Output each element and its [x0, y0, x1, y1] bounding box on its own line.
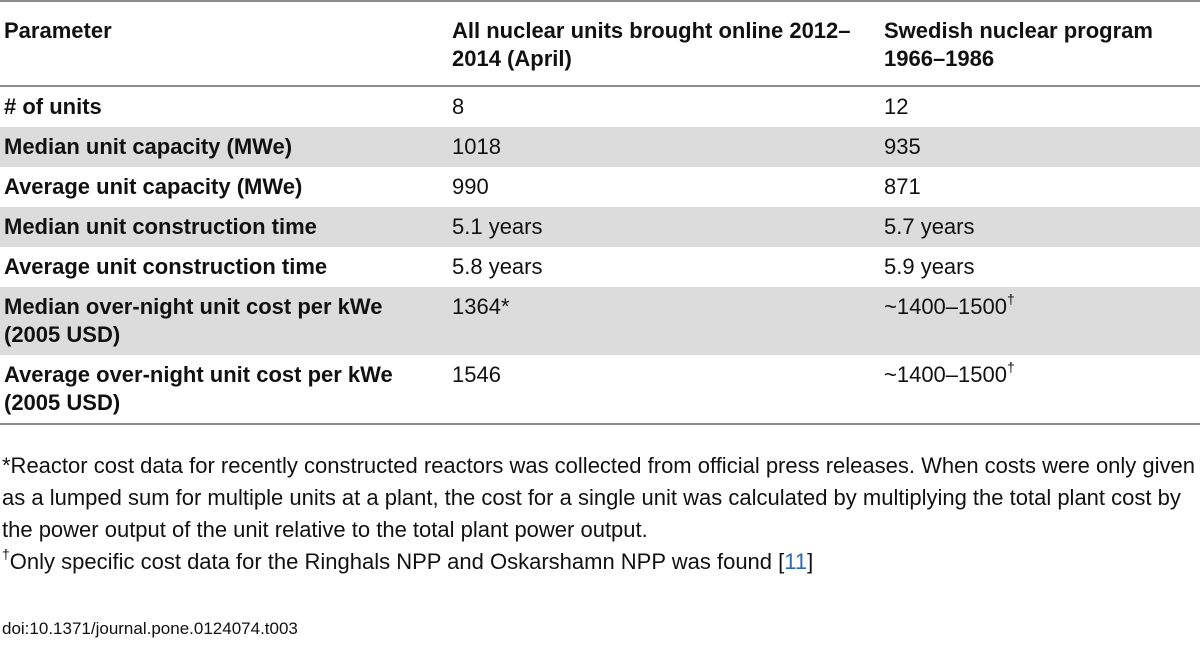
- row-parameter: Median unit capacity (MWe): [0, 127, 448, 167]
- row-swedish-value: ~1400–1500: [884, 362, 1007, 387]
- row-recent-value: 990: [452, 174, 489, 199]
- row-swedish-value-cell: ~1400–1500†: [880, 287, 1200, 355]
- header-swedish-program: Swedish nuclear program 1966–1986: [884, 18, 1153, 71]
- reference-link[interactable]: 11: [784, 549, 808, 574]
- footnote-dagger-text: Only specific cost data for the Ringhals…: [9, 549, 785, 574]
- table-header-row: Parameter All nuclear units brought onli…: [0, 1, 1200, 86]
- dagger-mark: †: [2, 545, 10, 562]
- doi-label: doi:10.1371/journal.pone.0124074.t003: [2, 619, 298, 638]
- dagger-mark: †: [1006, 290, 1015, 307]
- table-row: Median unit capacity (MWe) 1018 935: [0, 127, 1200, 167]
- row-swedish-value: 5.7 years: [880, 207, 1200, 247]
- row-swedish-value: 12: [884, 94, 909, 119]
- footnote-asterisk: *Reactor cost data for recently construc…: [2, 453, 1196, 542]
- table-row: Median unit construction time 5.1 years …: [0, 207, 1200, 247]
- row-parameter: Median unit construction time: [0, 207, 448, 247]
- dagger-mark: †: [1006, 358, 1015, 375]
- row-recent-value: 1364*: [448, 287, 880, 355]
- footnote-dagger: †Only specific cost data for the Ringhal…: [2, 546, 1198, 578]
- row-swedish-value: 5.9 years: [884, 254, 975, 279]
- row-parameter: Median over-night unit cost per kWe (200…: [0, 287, 448, 355]
- data-table-container: Parameter All nuclear units brought onli…: [0, 1, 1200, 424]
- row-parameter: # of units: [4, 94, 102, 119]
- comparison-table: Parameter All nuclear units brought onli…: [0, 1, 1200, 424]
- header-parameter: Parameter: [4, 18, 112, 43]
- table-row: Average unit capacity (MWe) 990 871: [0, 167, 1200, 207]
- row-recent-value: 1546: [452, 362, 501, 387]
- table-row: Average unit construction time 5.8 years…: [0, 247, 1200, 287]
- row-swedish-value: 871: [884, 174, 921, 199]
- row-parameter: Average unit capacity (MWe): [4, 174, 303, 199]
- header-recent-units: All nuclear units brought online 2012–20…: [452, 18, 851, 71]
- row-swedish-value: ~1400–1500: [884, 294, 1007, 319]
- row-parameter: Average over-night unit cost per kWe (20…: [4, 362, 393, 415]
- table-row: Average over-night unit cost per kWe (20…: [0, 355, 1200, 424]
- row-swedish-value: 935: [880, 127, 1200, 167]
- table-footnotes: *Reactor cost data for recently construc…: [0, 450, 1198, 578]
- footnote-dagger-close: ]: [807, 549, 814, 574]
- table-row: Median over-night unit cost per kWe (200…: [0, 287, 1200, 355]
- row-recent-value: 5.8 years: [452, 254, 543, 279]
- row-swedish-value-cell: ~1400–1500†: [880, 355, 1200, 424]
- row-recent-value: 8: [452, 94, 465, 119]
- row-recent-value: 1018: [448, 127, 880, 167]
- table-row: # of units 8 12: [0, 86, 1200, 127]
- row-recent-value: 5.1 years: [448, 207, 880, 247]
- row-parameter: Average unit construction time: [4, 254, 328, 279]
